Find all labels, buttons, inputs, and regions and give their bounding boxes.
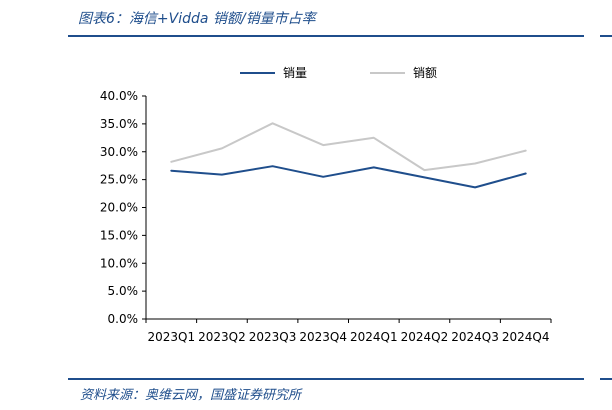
y-tick-label: 20.0% — [100, 201, 138, 215]
y-tick-label: 5.0% — [108, 284, 139, 298]
y-tick-label: 10.0% — [100, 256, 138, 270]
y-tick-label: 25.0% — [100, 173, 138, 187]
x-tick-label: 2024Q2 — [401, 330, 449, 344]
series-line-2 — [170, 122, 527, 172]
y-tick-label: 0.0% — [108, 312, 139, 326]
x-tick-label: 2024Q3 — [451, 330, 499, 344]
x-tick-label: 2023Q3 — [249, 330, 297, 344]
series-line-1 — [170, 165, 527, 189]
y-tick-label: 15.0% — [100, 228, 138, 242]
chart-title: 图表6：海信+Vidda 销额/销量市占率 — [78, 11, 316, 27]
bottom-divider-stub — [600, 378, 612, 380]
x-tick-label: 2024Q1 — [350, 330, 398, 344]
legend-label-1: 销量 — [283, 66, 307, 80]
legend-label-2: 销额 — [413, 66, 437, 80]
y-tick-label: 35.0% — [100, 117, 138, 131]
x-tick-label: 2023Q1 — [148, 330, 196, 344]
bottom-divider — [68, 378, 584, 380]
y-tick-label: 40.0% — [100, 89, 138, 103]
y-tick-label: 30.0% — [100, 145, 138, 159]
x-tick-label: 2024Q4 — [502, 330, 550, 344]
source-note: 资料来源：奥维云网，国盛证券研究所 — [80, 388, 302, 403]
x-tick-label: 2023Q4 — [299, 330, 347, 344]
top-divider-stub — [600, 35, 612, 37]
x-tick-label: 2023Q2 — [198, 330, 246, 344]
top-divider — [68, 35, 584, 37]
